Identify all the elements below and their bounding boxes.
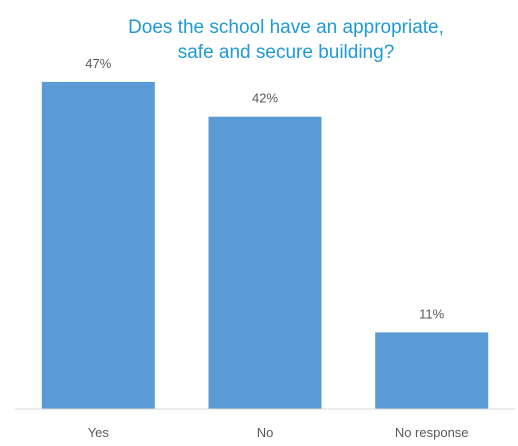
x-tick-label-yes: Yes (88, 425, 110, 440)
bars-group (41, 81, 489, 410)
x-tick-label-no: No (257, 425, 274, 440)
x-tick-label-no-response: No response (395, 425, 469, 440)
bar-yes (41, 81, 155, 410)
x-tick-labels-group: Yes No No response (88, 425, 469, 440)
bar-no (208, 116, 322, 409)
data-label-no-response: 11% (419, 306, 444, 321)
data-label-no: 42% (252, 91, 278, 106)
data-label-yes: 47% (85, 56, 111, 71)
chart-title-line-1: Does the school have an appropriate, (128, 17, 444, 38)
chart-title-line-2: safe and secure building? (178, 42, 395, 63)
data-labels-group: 47% 42% 11% (85, 56, 444, 321)
bar-no-response (375, 332, 489, 409)
